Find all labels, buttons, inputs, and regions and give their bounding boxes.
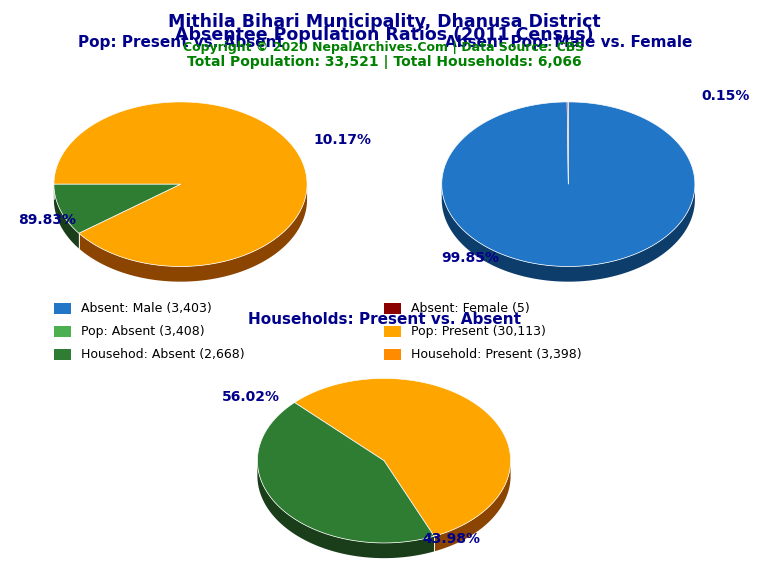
Text: Mithila Bihari Municipality, Dhanusa District: Mithila Bihari Municipality, Dhanusa Dis… [167,13,601,31]
Text: 56.02%: 56.02% [222,391,280,404]
Text: Househod: Absent (2,668): Househod: Absent (2,668) [81,348,244,361]
Polygon shape [257,403,434,543]
Text: Absentee Population Ratios (2011 Census): Absentee Population Ratios (2011 Census) [174,26,594,44]
Text: 0.15%: 0.15% [701,89,750,103]
Text: Total Population: 33,521 | Total Households: 6,066: Total Population: 33,521 | Total Househo… [187,55,581,69]
Polygon shape [79,185,307,282]
Title: Absent Pop: Male vs. Female: Absent Pop: Male vs. Female [445,36,692,51]
Text: Household: Present (3,398): Household: Present (3,398) [411,348,581,361]
Text: Pop: Present (30,113): Pop: Present (30,113) [411,325,546,338]
Polygon shape [257,461,434,558]
Title: Pop: Present vs. Absent: Pop: Present vs. Absent [78,36,283,51]
Title: Households: Present vs. Absent: Households: Present vs. Absent [247,312,521,327]
Text: Absent: Male (3,403): Absent: Male (3,403) [81,302,211,315]
Text: 43.98%: 43.98% [422,532,480,546]
Polygon shape [567,102,568,184]
Text: 99.85%: 99.85% [442,251,500,264]
Text: 10.17%: 10.17% [313,133,372,147]
Polygon shape [434,462,511,551]
Text: 89.83%: 89.83% [18,213,77,226]
Text: Pop: Absent (3,408): Pop: Absent (3,408) [81,325,204,338]
Polygon shape [442,185,695,282]
Text: Copyright © 2020 NepalArchives.Com | Data Source: CBS: Copyright © 2020 NepalArchives.Com | Dat… [184,41,584,55]
Polygon shape [54,102,307,267]
Polygon shape [442,102,695,267]
Text: Absent: Female (5): Absent: Female (5) [411,302,530,315]
Polygon shape [54,184,79,248]
Polygon shape [54,184,180,233]
Polygon shape [294,378,511,536]
